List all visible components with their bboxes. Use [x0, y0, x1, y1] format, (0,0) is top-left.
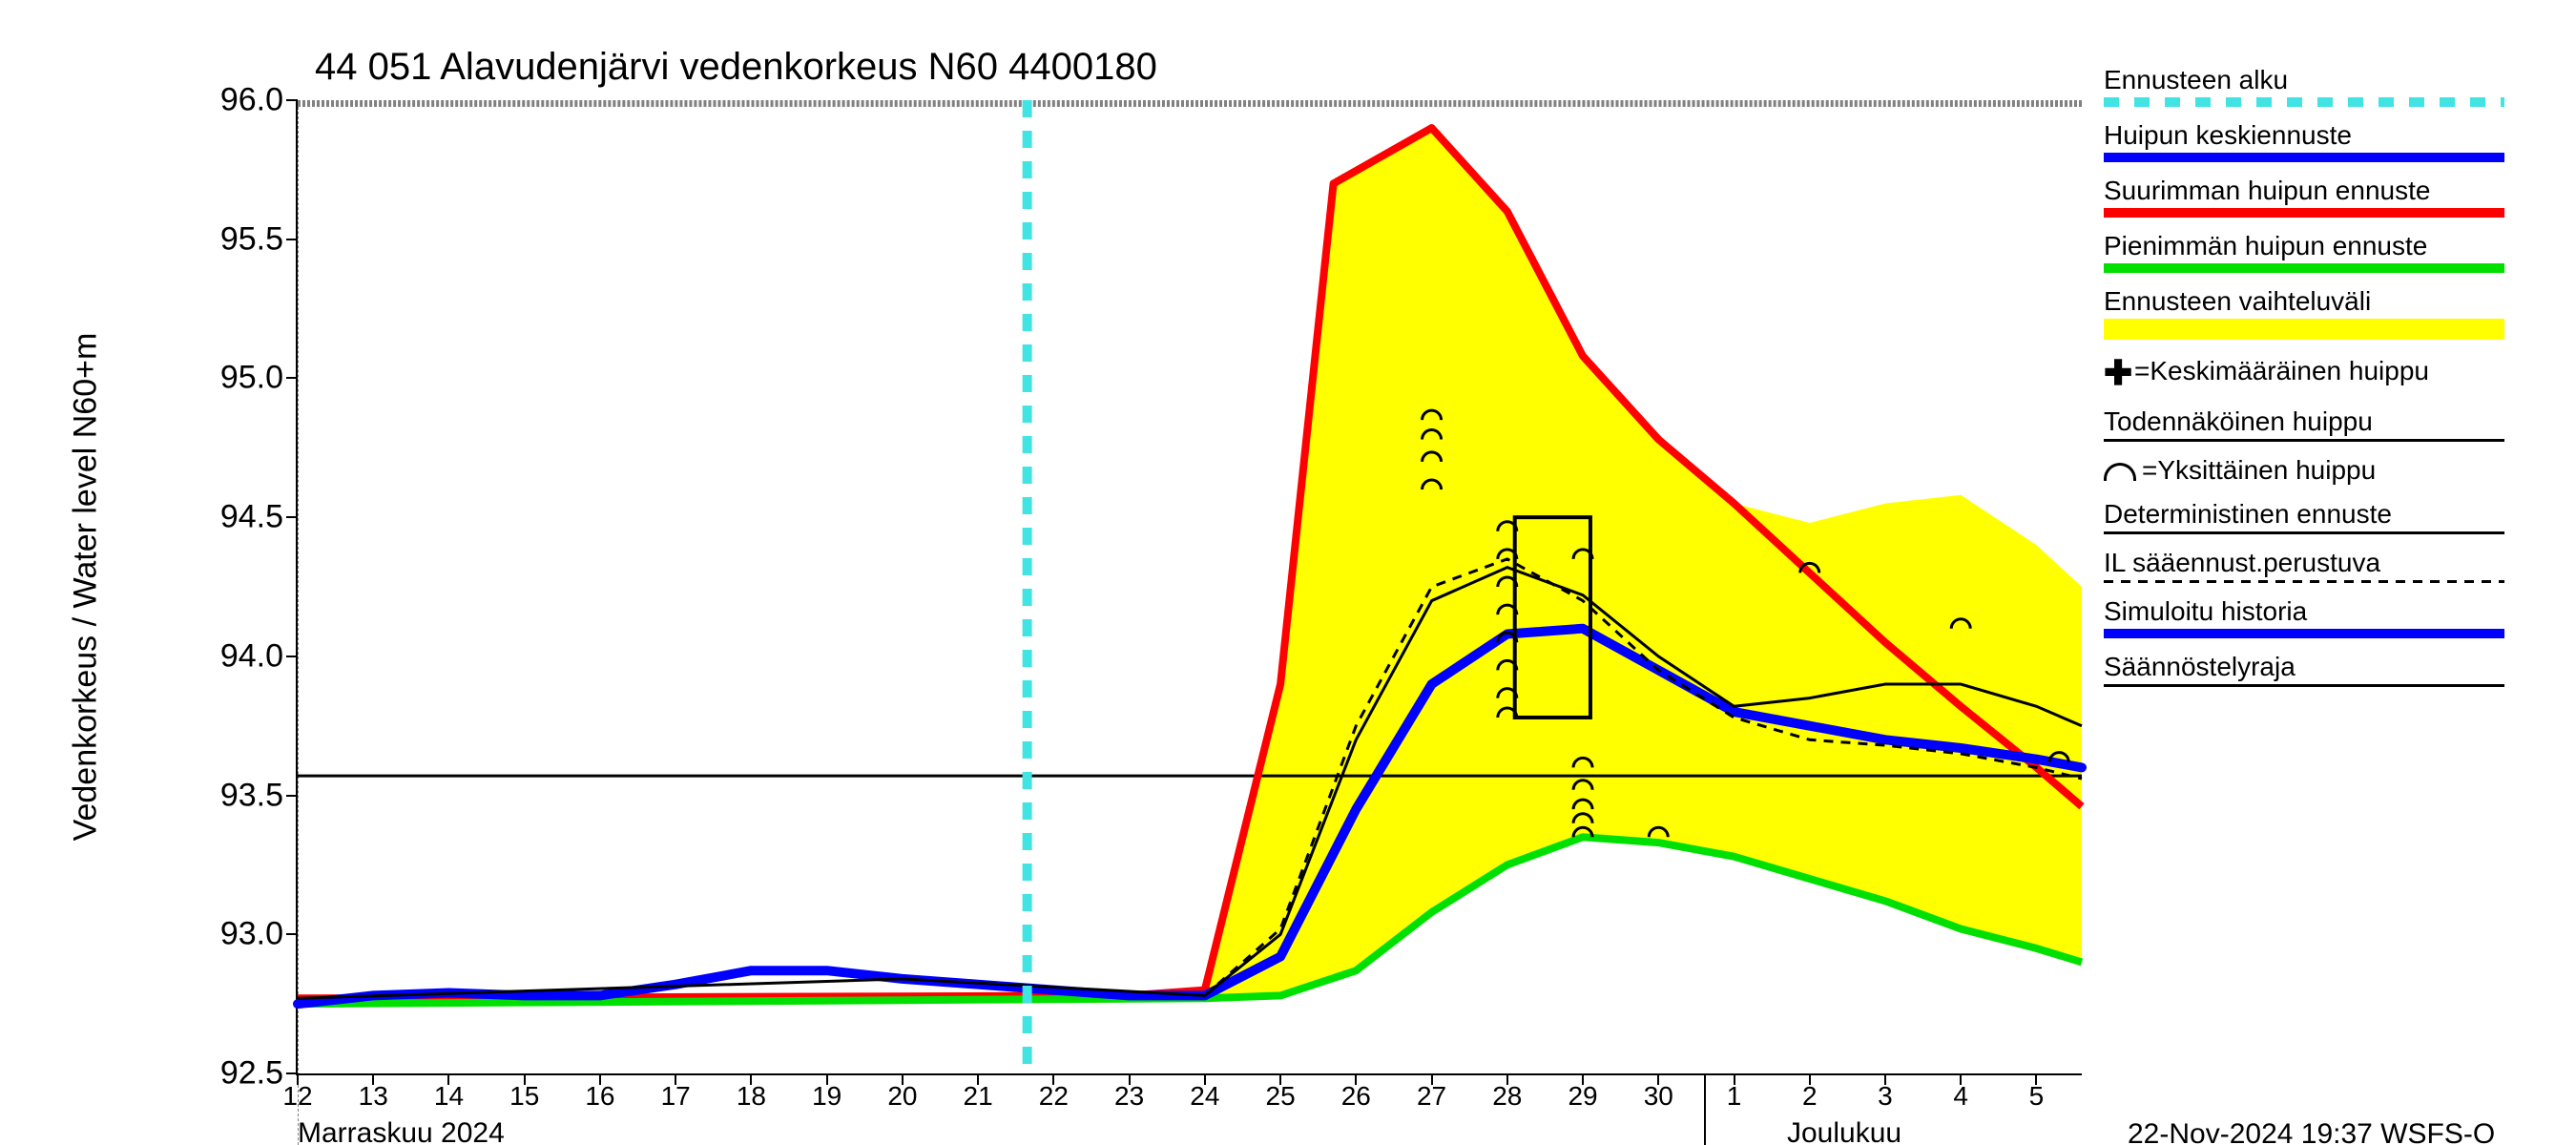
x-tick-label: 5 [2029, 1081, 2045, 1112]
x-tick-label: 27 [1417, 1081, 1446, 1112]
x-tick-label: 26 [1341, 1081, 1371, 1112]
x-tick-label: 25 [1266, 1081, 1296, 1112]
y-axis-title: Vedenkorkeus / Water level N60+m [68, 333, 105, 842]
x-tick-label: 20 [887, 1081, 917, 1112]
y-tick [286, 656, 298, 657]
legend-entry: Pienimmän huipun ennuste [2104, 231, 2504, 273]
x-tick-label: 12 [282, 1081, 312, 1112]
chart-title: 44 051 Alavudenjärvi vedenkorkeus N60 44… [315, 46, 1157, 89]
x-tick-label: 30 [1644, 1081, 1673, 1112]
x-tick-label: 17 [661, 1081, 691, 1112]
y-tick-label: 95.5 [220, 220, 283, 258]
y-tick-label: 94.0 [220, 637, 283, 675]
legend: Ennusteen alku Huipun keskiennuste Suurimm… [2104, 65, 2504, 700]
x-tick-label: 16 [585, 1081, 614, 1112]
x-tick-label: 22 [1039, 1081, 1069, 1112]
legend-entry: Deterministinen ennuste [2104, 499, 2504, 534]
x-tick-label: 14 [434, 1081, 464, 1112]
month-separator [1704, 1073, 1706, 1145]
month-label-1-fi: Marraskuu 2024 [298, 1117, 505, 1145]
x-tick-label: 15 [509, 1081, 539, 1112]
plus-icon: ✚ [2104, 353, 2134, 393]
legend-label: Huipun keskiennuste [2104, 120, 2504, 153]
arc-icon [2104, 463, 2136, 481]
x-tick-label: 21 [964, 1081, 993, 1112]
footer-timestamp: 22-Nov-2024 19:37 WSFS-O [2128, 1118, 2495, 1145]
legend-swatch [2104, 263, 2504, 273]
y-tick-label: 93.0 [220, 916, 283, 953]
legend-label: =Keskimääräinen huippu [2134, 356, 2429, 387]
legend-swatch [2104, 629, 2504, 638]
y-tick [286, 516, 298, 518]
x-tick-label: 24 [1190, 1081, 1219, 1112]
legend-entry: Simuloitu historia [2104, 596, 2504, 638]
legend-entry: Todennäköinen huippu [2104, 406, 2504, 442]
legend-label: IL sääennust.perustuva [2104, 548, 2504, 580]
legend-swatch [2104, 153, 2504, 162]
legend-label: Ennusteen vaihteluväli [2104, 286, 2504, 319]
y-tick [286, 377, 298, 379]
legend-label: Todennäköinen huippu [2104, 406, 2504, 439]
chart-svg [298, 100, 2082, 1073]
x-tick-label: 1 [1727, 1081, 1742, 1112]
plot-area: 92.593.093.594.094.595.095.596.012131415… [296, 100, 2082, 1075]
y-tick [286, 99, 298, 101]
legend-entry: Ennusteen vaihteluväli [2104, 286, 2504, 340]
legend-swatch [2104, 439, 2504, 442]
legend-label: Deterministinen ennuste [2104, 499, 2504, 531]
x-tick-label: 3 [1878, 1081, 1893, 1112]
legend-entry: Ennusteen alku [2104, 65, 2504, 107]
legend-label: Simuloitu historia [2104, 596, 2504, 629]
legend-entry: Säännöstelyraja [2104, 652, 2504, 687]
legend-entry: Suurimman huipun ennuste [2104, 176, 2504, 218]
y-tick [286, 795, 298, 797]
y-tick-label: 95.0 [220, 360, 283, 397]
legend-swatch [2104, 97, 2504, 107]
legend-swatch [2104, 208, 2504, 218]
x-tick-label: 19 [812, 1081, 841, 1112]
legend-label: Pienimmän huipun ennuste [2104, 231, 2504, 263]
y-tick-label: 94.5 [220, 499, 283, 536]
legend-entry: Huipun keskiennuste [2104, 120, 2504, 162]
legend-swatch [2104, 580, 2504, 583]
y-tick-label: 93.5 [220, 777, 283, 814]
month-label-2-fi: Joulukuu [1787, 1117, 1901, 1145]
legend-entry: ✚=Keskimääräinen huippu [2104, 353, 2504, 393]
x-tick-label: 4 [1953, 1081, 1968, 1112]
legend-swatch [2104, 319, 2504, 340]
legend-label: =Yksittäinen huippu [2142, 455, 2376, 487]
legend-label: Suurimman huipun ennuste [2104, 176, 2504, 208]
y-tick [286, 239, 298, 240]
x-tick-label: 2 [1802, 1081, 1818, 1112]
y-tick-label: 92.5 [220, 1055, 283, 1093]
y-tick [286, 933, 298, 935]
legend-label: Säännöstelyraja [2104, 652, 2504, 684]
x-tick-label: 29 [1568, 1081, 1597, 1112]
x-tick-label: 18 [737, 1081, 766, 1112]
legend-entry: IL sääennust.perustuva [2104, 548, 2504, 583]
x-tick-label: 13 [359, 1081, 388, 1112]
x-tick-label: 23 [1114, 1081, 1144, 1112]
y-tick-label: 96.0 [220, 82, 283, 119]
legend-label: Ennusteen alku [2104, 65, 2504, 97]
legend-swatch [2104, 531, 2504, 534]
legend-entry: =Yksittäinen huippu [2104, 455, 2504, 486]
legend-swatch [2104, 684, 2504, 687]
x-tick-label: 28 [1492, 1081, 1522, 1112]
